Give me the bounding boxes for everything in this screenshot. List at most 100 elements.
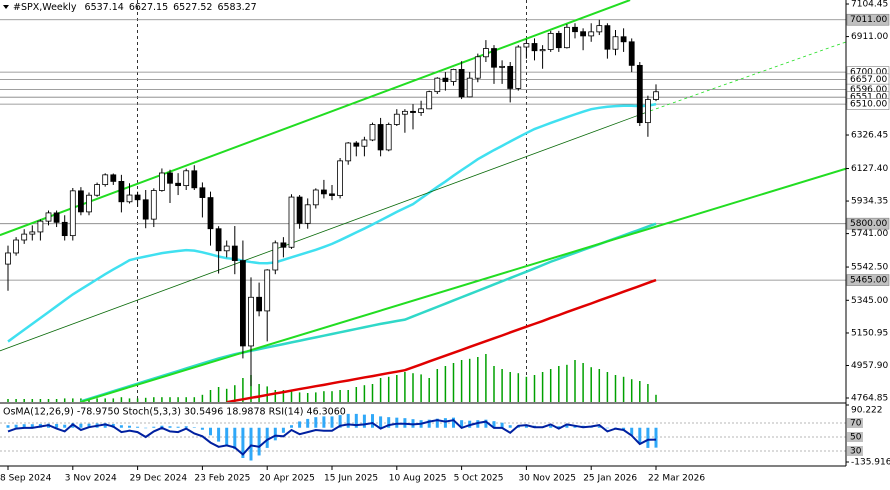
- price-label: 6911.00: [851, 32, 888, 42]
- osma-bar: [492, 421, 496, 428]
- time-label: 8 Sep 2024: [0, 474, 52, 484]
- candle-body: [393, 113, 400, 125]
- rsi-level-label: 70: [850, 418, 862, 428]
- level-label: 5800.00: [850, 219, 887, 229]
- candle-body: [69, 190, 76, 237]
- level-label: 6700.00: [850, 68, 887, 78]
- volume-bar: [315, 392, 317, 402]
- candle-body: [474, 56, 481, 79]
- candle-body: [215, 228, 222, 252]
- candle-body: [385, 124, 392, 151]
- osma-bar: [63, 424, 67, 428]
- volume-bar: [258, 384, 260, 402]
- osma-bar: [290, 425, 293, 428]
- volume-bar: [225, 388, 228, 402]
- candle-body: [29, 231, 36, 235]
- volume-bar: [339, 390, 341, 402]
- candle-body: [653, 91, 659, 100]
- volume-bar: [574, 360, 576, 402]
- candle-body: [256, 296, 263, 312]
- level-label: 6551.00: [850, 93, 887, 103]
- osma-bar: [306, 418, 310, 428]
- volume-bar: [412, 373, 414, 402]
- candle-body: [361, 139, 368, 147]
- level-label: 6657.00: [850, 75, 887, 85]
- candle-body: [288, 196, 295, 248]
- osma-bar: [55, 423, 59, 428]
- candle-body: [304, 204, 311, 224]
- price-pane: [0, 0, 846, 402]
- price-label: 6326.45: [851, 131, 888, 141]
- osma-bar: [225, 427, 229, 446]
- candle-body: [466, 77, 473, 98]
- osma-bar: [136, 426, 140, 428]
- candle-body: [337, 160, 344, 196]
- volume-bar: [371, 384, 374, 402]
- candle-body: [353, 142, 360, 147]
- candle-body: [199, 187, 206, 198]
- osma-bar: [103, 423, 107, 428]
- osma-bar: [176, 426, 180, 428]
- rsi-level-box: [847, 432, 863, 443]
- trendline: [0, 0, 631, 237]
- volume-bar: [55, 399, 58, 402]
- osma-bar: [217, 427, 221, 442]
- symbol: #SPX,Weekly: [13, 2, 77, 13]
- candle-body: [539, 49, 546, 52]
- rsi-level-label: 50: [850, 433, 862, 443]
- price-label: 5150.95: [851, 328, 888, 338]
- volume-bar: [582, 363, 584, 402]
- candle-body: [191, 170, 198, 189]
- volume-bar: [242, 378, 244, 402]
- candle-body: [248, 296, 254, 347]
- osma-bar: [168, 426, 172, 428]
- level-label: 7011.00: [850, 15, 887, 25]
- volume-bar: [47, 399, 50, 402]
- volume-bar: [72, 398, 74, 402]
- volume-bar: [452, 363, 455, 402]
- trendline: [650, 41, 846, 112]
- candle-body: [239, 260, 246, 347]
- osma-bar: [233, 427, 237, 450]
- osma-bar: [14, 424, 18, 428]
- candle-body: [523, 43, 530, 48]
- osma-bar: [500, 422, 504, 428]
- volume-bar: [161, 397, 163, 402]
- candle-body: [13, 239, 20, 254]
- rsi-level-box: [847, 446, 863, 457]
- volume-bar: [493, 366, 495, 402]
- osma-bar: [379, 416, 383, 428]
- volume-bar: [525, 376, 528, 402]
- header-high: 6627.15: [129, 2, 168, 13]
- osma-bar: [22, 424, 26, 428]
- volume-bar: [460, 360, 463, 402]
- volume-bar: [509, 372, 511, 402]
- osma-bar: [273, 427, 277, 441]
- volume-bar: [428, 378, 430, 402]
- candle-body: [118, 181, 125, 203]
- volume-bar: [153, 397, 155, 402]
- osma-bar: [460, 420, 464, 428]
- volume-bar: [298, 392, 301, 402]
- volume-bar: [363, 385, 366, 402]
- candle-body: [596, 25, 603, 33]
- candle-body: [94, 184, 100, 196]
- time-label: 29 Dec 2024: [130, 474, 188, 484]
- osma-bar: [192, 427, 196, 428]
- volume-bar: [541, 372, 544, 402]
- volume-bar: [517, 373, 520, 402]
- price-label: 5934.35: [851, 197, 888, 207]
- indicator-pane: 70 50 30 90.222 -135.9167: [0, 404, 890, 468]
- level-label: 6510.00: [850, 100, 887, 110]
- candle-body: [410, 110, 416, 113]
- menu-arrow[interactable]: [3, 5, 9, 9]
- level-box: [846, 274, 890, 286]
- volume-bar: [379, 378, 382, 402]
- osma-bar: [427, 419, 431, 428]
- time-label: 25 Jan 2026: [583, 474, 637, 484]
- time-label: 22 Mar 2026: [648, 474, 705, 484]
- osma-label: -135.9167: [851, 458, 890, 468]
- volume-bar: [120, 397, 123, 402]
- volume-bar: [639, 381, 641, 402]
- candle-body: [499, 65, 506, 68]
